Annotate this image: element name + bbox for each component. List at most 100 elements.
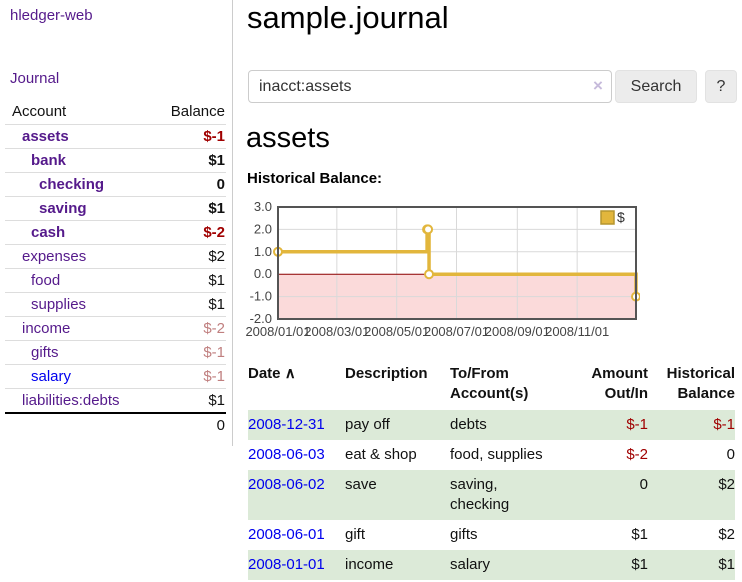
account-balance: 0 <box>216 176 225 193</box>
plot-border <box>277 206 637 320</box>
y-axis-tick-label: 2.0 <box>254 221 272 236</box>
accounts-balance-table: Account Balance assets $-1 bank $1 checking 0… <box>5 100 226 437</box>
balance-column-header-register: Historical Balance <box>666 365 735 402</box>
account-row: liabilities:debts $1 <box>5 388 226 414</box>
account-row: assets $-1 <box>5 124 226 149</box>
sort-ascending-icon: ∧ <box>284 365 296 382</box>
data-point-marker <box>423 224 434 235</box>
account-link[interactable]: gifts <box>31 344 59 361</box>
clear-search-icon[interactable]: × <box>593 76 603 95</box>
account-link[interactable]: income <box>22 320 71 337</box>
y-axis-tick-label: 3.0 <box>254 200 272 214</box>
x-axis-tick-label: 2008/11/01 <box>545 324 609 339</box>
transaction-accounts: gifts <box>450 526 478 543</box>
x-axis-tick-label: 2008/03/01 <box>304 324 369 339</box>
balance-column-header: Balance <box>170 103 225 120</box>
account-row: income $-2 <box>5 316 226 341</box>
transaction-description: gift <box>345 526 366 543</box>
amount-column-header: Amount Out/In <box>591 365 648 402</box>
transaction-date-link[interactable]: 2008-06-01 <box>248 526 325 543</box>
account-column-header: Account <box>12 103 67 120</box>
account-row: saving $1 <box>5 196 226 221</box>
transaction-accounts: saving, checking <box>450 476 510 513</box>
account-balance: $1 <box>208 392 225 409</box>
register-row: 2008-12-31 pay off debts $-1 $-1 <box>248 410 735 440</box>
account-link[interactable]: food <box>31 272 61 289</box>
account-row: checking 0 <box>5 172 226 197</box>
account-balance: $-1 <box>203 368 225 385</box>
account-balance: $-2 <box>203 320 225 337</box>
x-axis-tick-label: 2008/07/01 <box>424 324 489 339</box>
transaction-date-link[interactable]: 2008-06-03 <box>248 446 325 463</box>
transaction-description: income <box>345 556 394 573</box>
y-axis-tick-label: -2.0 <box>250 311 272 326</box>
accounts-total-row: 0 <box>5 413 226 437</box>
y-axis-tick-label: 1.0 <box>254 244 272 259</box>
transaction-date-link[interactable]: 2008-12-31 <box>248 416 325 433</box>
chart-title: Historical Balance: <box>247 170 383 187</box>
transaction-balance: $1 <box>718 556 735 573</box>
account-row: gifts $-1 <box>5 340 226 365</box>
transaction-balance: $-1 <box>713 416 735 433</box>
account-balance: $2 <box>208 248 225 265</box>
account-row: expenses $2 <box>5 244 226 269</box>
account-row: food $1 <box>5 268 226 293</box>
transaction-balance: $2 <box>718 476 735 493</box>
transaction-amount: $1 <box>631 526 648 543</box>
search-button[interactable]: Search <box>615 70 697 103</box>
transaction-amount: $1 <box>631 556 648 573</box>
account-link[interactable]: checking <box>39 176 105 193</box>
transaction-date-link[interactable]: 2008-06-02 <box>248 476 325 493</box>
register-row: 2008-06-03 eat & shop food, supplies $-2 0 <box>248 440 735 470</box>
tofrom-column-header: To/From Account(s) <box>450 365 529 402</box>
date-column-header[interactable]: Date ∧ <box>248 365 296 382</box>
transaction-balance: 0 <box>726 446 735 463</box>
description-column-header: Description <box>345 365 428 382</box>
x-axis-tick-label: 2008/09/01 <box>485 324 550 339</box>
app-brand-link[interactable]: hledger-web <box>10 7 93 24</box>
search-input[interactable] <box>248 70 612 103</box>
transaction-description: eat & shop <box>345 446 417 463</box>
historical-balance-chart: 2008/01/012008/03/012008/05/012008/07/01… <box>245 200 640 339</box>
account-balance: $1 <box>208 200 225 217</box>
accounts-total-value: 0 <box>216 417 225 434</box>
register-row: 2008-06-02 save saving, checking 0 $2 <box>248 470 735 520</box>
transaction-description: save <box>345 476 377 493</box>
help-button[interactable]: ? <box>705 70 737 103</box>
x-axis-tick-label: 2008/05/01 <box>364 324 429 339</box>
transaction-balance: $2 <box>718 526 735 543</box>
transaction-description: pay off <box>345 416 390 433</box>
account-row: bank $1 <box>5 148 226 173</box>
legend-swatch <box>600 210 615 225</box>
account-link[interactable]: assets <box>22 128 69 145</box>
register-row: 2008-01-01 income salary $1 $1 <box>248 550 735 580</box>
transaction-accounts: salary <box>450 556 491 573</box>
account-balance: $-1 <box>203 128 225 145</box>
transaction-date-link[interactable]: 2008-01-01 <box>248 556 325 573</box>
account-balance: $-2 <box>203 224 225 241</box>
x-axis-tick-label: 2008/01/01 <box>245 324 310 339</box>
account-row: supplies $1 <box>5 292 226 317</box>
account-link[interactable]: bank <box>31 152 67 169</box>
account-link[interactable]: supplies <box>31 296 87 313</box>
transaction-register-table: Date ∧ Description To/From Account(s) Am… <box>248 360 735 580</box>
data-point-marker <box>424 269 435 280</box>
account-link[interactable]: liabilities:debts <box>22 392 120 409</box>
page-title: sample.journal <box>247 0 449 35</box>
account-link[interactable]: salary <box>31 368 72 385</box>
account-link[interactable]: cash <box>31 224 66 241</box>
register-row: 2008-06-01 gift gifts $1 $2 <box>248 520 735 550</box>
register-header-row: Date ∧ Description To/From Account(s) Am… <box>248 360 735 410</box>
transaction-accounts: food, supplies <box>450 446 543 463</box>
transaction-amount: $-2 <box>626 446 648 463</box>
transaction-amount: 0 <box>639 476 648 493</box>
account-balance: $1 <box>208 296 225 313</box>
transaction-amount: $-1 <box>626 416 648 433</box>
account-link[interactable]: expenses <box>22 248 87 265</box>
account-link[interactable]: saving <box>39 200 87 217</box>
y-axis-tick-label: -1.0 <box>250 289 272 304</box>
sidebar-item-journal[interactable]: Journal <box>10 70 60 87</box>
y-axis-tick-label: 0.0 <box>254 266 272 281</box>
sidebar: hledger-web Journal Account Balance asse… <box>0 0 233 446</box>
account-row: cash $-2 <box>5 220 226 245</box>
